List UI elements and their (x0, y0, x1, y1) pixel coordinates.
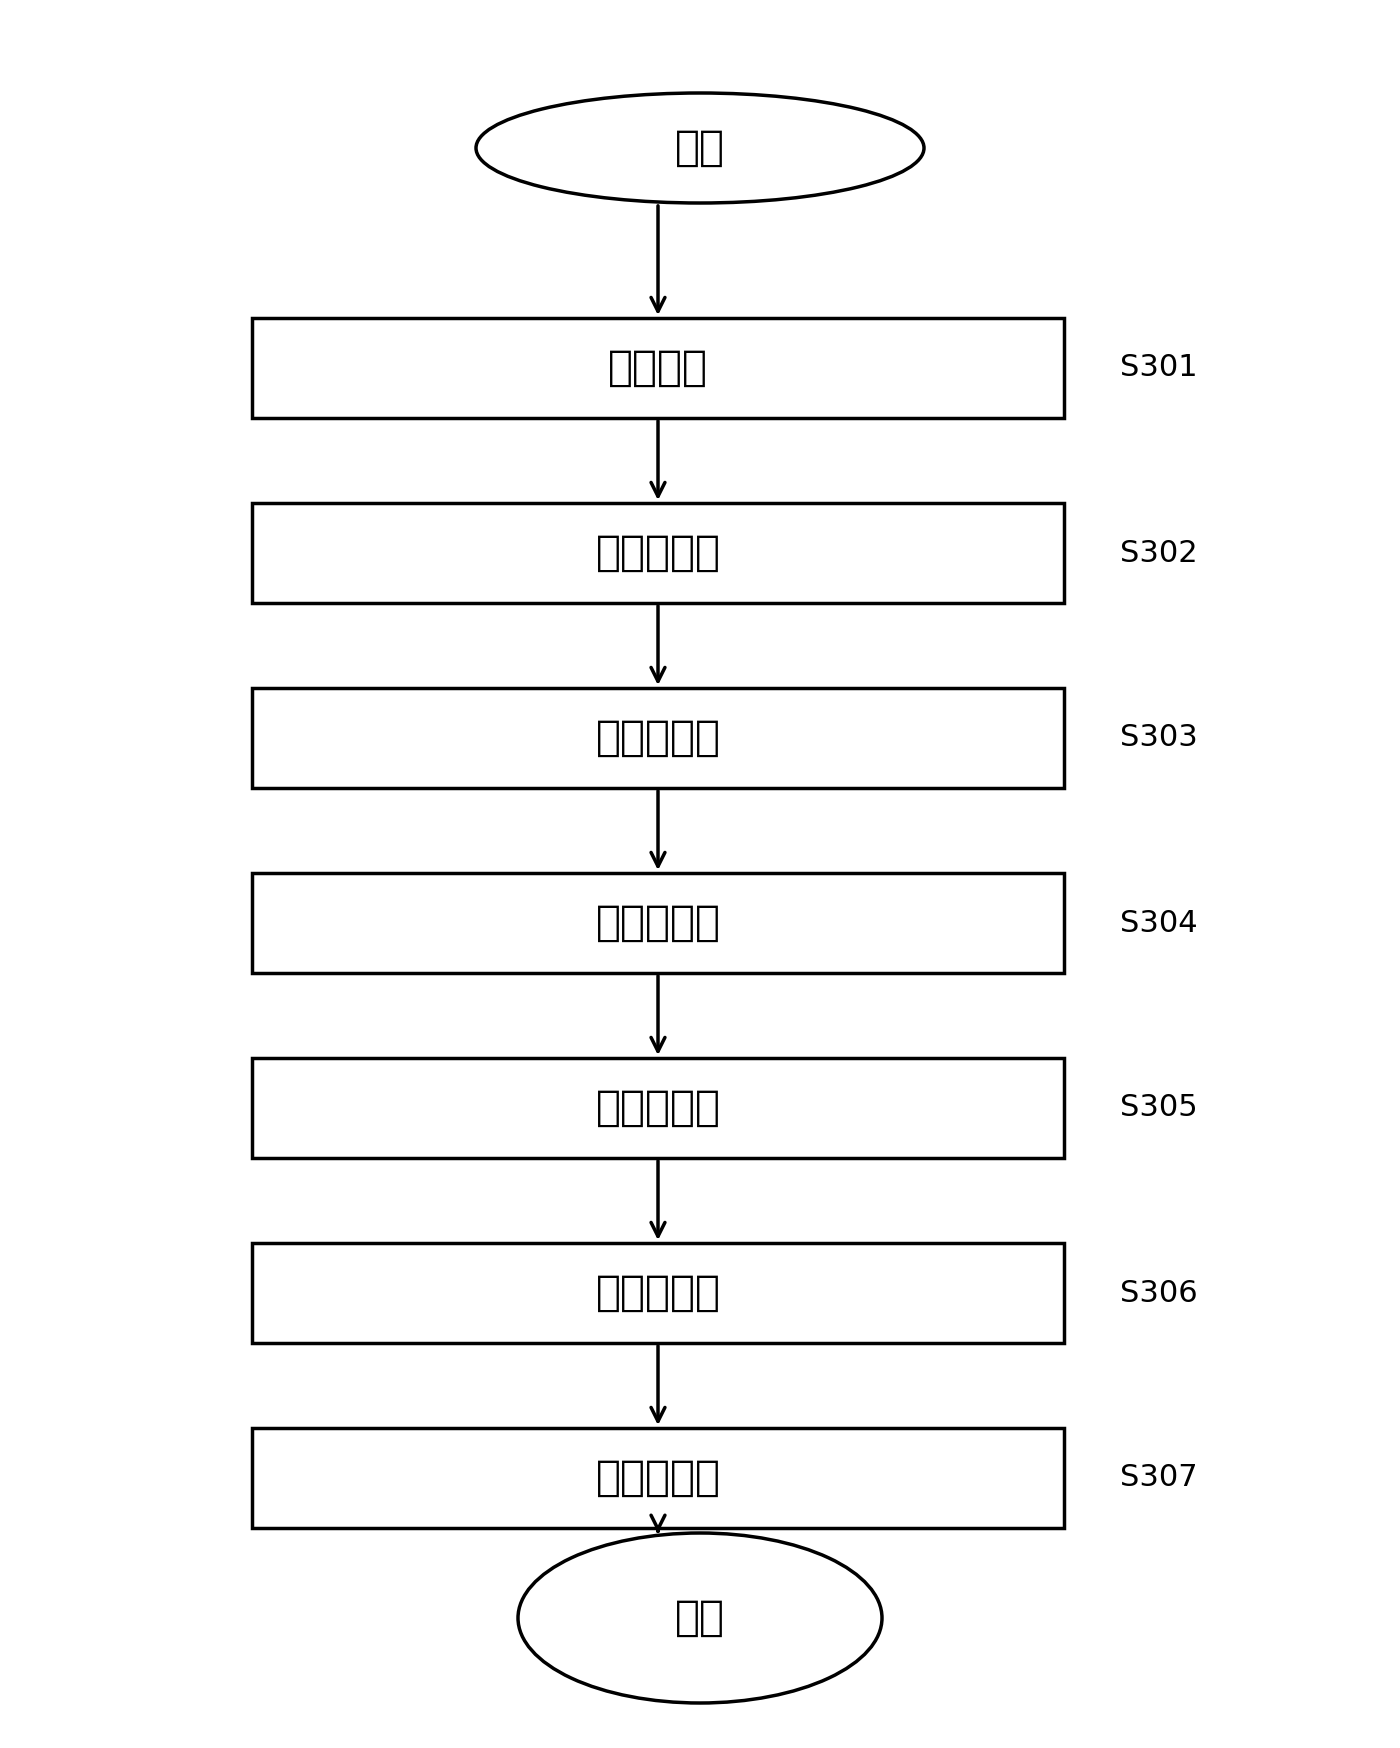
Bar (252, 1428, 1064, 1528)
Text: S302: S302 (1120, 538, 1197, 568)
Text: 形成阻挡层: 形成阻挡层 (595, 902, 721, 944)
Ellipse shape (476, 93, 924, 203)
Bar (252, 318, 1064, 418)
Text: S305: S305 (1120, 1094, 1197, 1122)
Bar (252, 503, 1064, 603)
Text: S301: S301 (1120, 353, 1197, 383)
Bar (252, 872, 1064, 974)
Text: 形成鐓化层: 形成鐓化层 (595, 717, 721, 759)
Text: 形成接合盘: 形成接合盘 (595, 531, 721, 573)
Bar (252, 1243, 1064, 1342)
Text: 形成培植层: 形成培植层 (595, 1087, 721, 1129)
Text: S307: S307 (1120, 1463, 1197, 1493)
Text: 形成金凸块: 形成金凸块 (595, 1273, 721, 1314)
Text: 结束: 结束 (675, 1598, 725, 1640)
Text: 提供衄底: 提供衄底 (608, 348, 708, 390)
Text: 退火端电极: 退火端电极 (595, 1458, 721, 1500)
Text: 开始: 开始 (675, 128, 725, 170)
Bar (252, 689, 1064, 788)
Text: S304: S304 (1120, 909, 1197, 937)
Bar (252, 1058, 1064, 1157)
Ellipse shape (518, 1533, 882, 1703)
Text: S303: S303 (1120, 724, 1198, 752)
Text: S306: S306 (1120, 1278, 1197, 1308)
